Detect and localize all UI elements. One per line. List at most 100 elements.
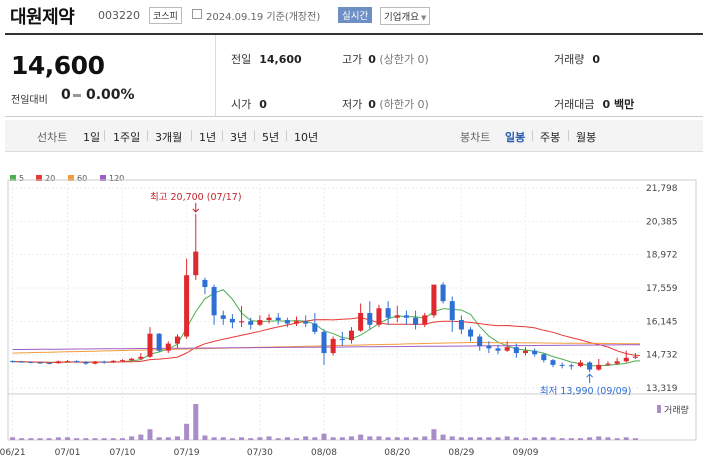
stock-name: 대원제약 [10, 7, 75, 28]
volume-bar [165, 437, 171, 440]
candle-body [129, 358, 135, 361]
volume-bar [449, 436, 455, 440]
range-3y[interactable]: 3년 [230, 131, 248, 144]
y-tick-label: 18,972 [646, 251, 678, 261]
candle-body [431, 284, 437, 316]
volume-bar [257, 437, 263, 440]
volume-bar [119, 438, 126, 440]
candle-body [422, 315, 428, 325]
upper-limit: (상한가 0) [379, 53, 429, 66]
open-price: 시가 0 [231, 96, 267, 112]
volume-bar [129, 436, 135, 440]
realtime-button[interactable]: 실시간 [338, 7, 373, 23]
current-price: 14,600 [11, 51, 105, 80]
candle-body [458, 320, 464, 330]
volume-bar [294, 438, 300, 440]
candle-body [239, 321, 245, 323]
candle-body [147, 333, 153, 357]
volume-bar [284, 437, 290, 440]
range-5y[interactable]: 5년 [262, 131, 280, 144]
candle-body [312, 323, 318, 332]
volume-bar [101, 438, 107, 440]
volume-bar [587, 437, 593, 440]
candle-body [19, 361, 25, 363]
legend-swatch [10, 175, 16, 181]
candle-body [413, 317, 419, 325]
divider [532, 130, 533, 141]
candle-body [339, 338, 345, 341]
divider [222, 130, 223, 141]
volume-bar [559, 438, 565, 440]
period-weekly[interactable]: 주봉 [540, 131, 561, 144]
candle-body [532, 350, 538, 355]
volume-bar [403, 437, 409, 440]
candle-body [477, 336, 483, 346]
y-tick-label: 14,732 [646, 351, 678, 361]
line-chart-label: 선차트 [37, 131, 68, 144]
volume-bar [394, 437, 400, 440]
volume-label: 거래량 [664, 404, 689, 416]
low-label: 저가 [342, 98, 363, 111]
candle-body [46, 362, 52, 364]
legend-label: 5 [19, 174, 25, 183]
high-annotation: 최고 20,700 (07/17) [150, 192, 242, 203]
candle-body [275, 317, 281, 321]
candle-body [587, 362, 593, 370]
volume-bar [422, 436, 428, 440]
candle-body [614, 361, 620, 364]
range-10y[interactable]: 10년 [294, 131, 319, 144]
candle-body [376, 308, 382, 325]
range-1y[interactable]: 1년 [199, 131, 217, 144]
volume-bar [239, 437, 245, 440]
candle-body [568, 365, 574, 367]
ma60-line [12, 342, 640, 354]
divider [104, 130, 105, 141]
candle-body [294, 321, 300, 324]
range-3m[interactable]: 3개월 [155, 131, 183, 144]
candle-body [504, 347, 510, 351]
volume-bar [623, 437, 629, 440]
candle-body [174, 336, 180, 344]
legend-label: 120 [109, 174, 125, 183]
volume-bar [513, 437, 519, 440]
period-daily[interactable]: 일봉 [505, 131, 526, 144]
range-1w[interactable]: 1주일 [113, 131, 141, 144]
candle-body [348, 330, 354, 341]
volume-bar [458, 437, 464, 440]
candle-chart-label: 봉차트 [460, 131, 491, 144]
divider [254, 130, 255, 141]
calendar-icon [192, 9, 202, 19]
volume-bar [156, 437, 162, 440]
volume-bar [193, 404, 199, 440]
x-tick-label: 07/10 [110, 448, 136, 458]
x-tick-label: 09/09 [513, 448, 539, 458]
range-1d[interactable]: 1일 [83, 131, 101, 144]
volume-bar [348, 436, 354, 440]
y-tick-label: 21,798 [646, 184, 678, 194]
divider [191, 130, 192, 141]
chevron-down-icon: ▼ [420, 14, 427, 22]
candle-body [358, 312, 364, 331]
divider [568, 130, 569, 141]
lower-limit: (하한가 0) [379, 98, 429, 111]
x-tick-label: 07/01 [55, 448, 81, 458]
volume-bar [413, 437, 419, 440]
volume-bar [358, 434, 364, 440]
company-info-dropdown[interactable]: 기업개요 ▼ [380, 7, 431, 25]
high-price: 고가 0 (상한가 0) [342, 51, 429, 67]
period-monthly[interactable]: 월봉 [576, 131, 597, 144]
x-tick-label: 08/20 [384, 448, 410, 458]
volume-bar [275, 438, 281, 440]
volume: 거래량 0 [554, 51, 600, 67]
volume-bar [431, 429, 437, 440]
x-tick-label: 08/29 [448, 448, 474, 458]
volume-bar [266, 436, 272, 440]
candle-body [110, 360, 116, 363]
volume-bar [376, 436, 382, 440]
volume-bar [174, 436, 180, 440]
volume-bar [312, 437, 318, 440]
low-price: 저가 0 (하한가 0) [342, 96, 429, 112]
volume-bar [605, 437, 611, 440]
volume-bar [19, 438, 25, 440]
